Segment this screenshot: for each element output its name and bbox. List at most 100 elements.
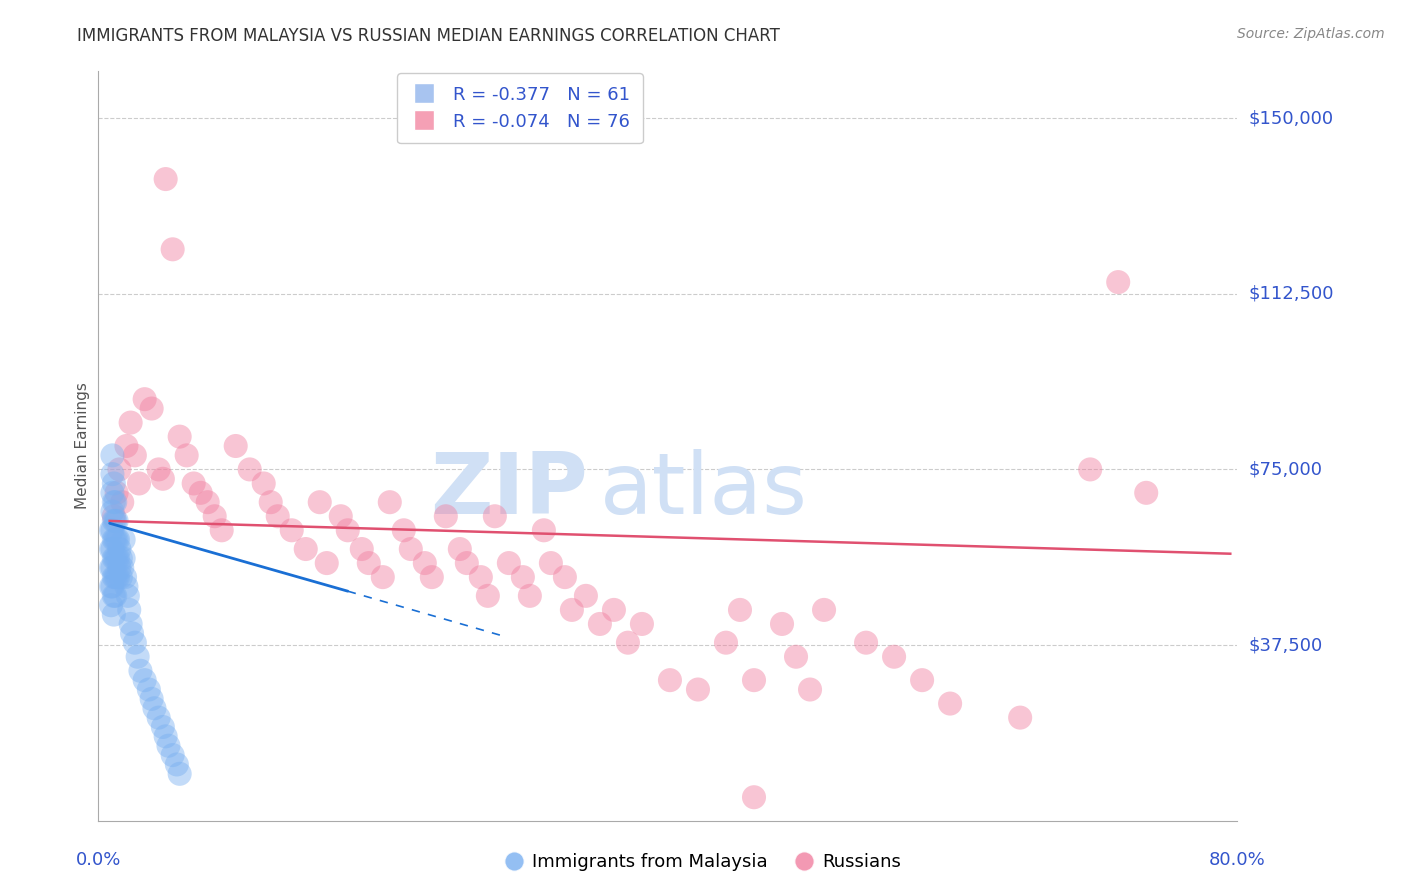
- Point: [603, 603, 626, 617]
- Point: [115, 439, 138, 453]
- Point: [512, 570, 534, 584]
- Point: [104, 570, 127, 584]
- Point: [120, 416, 142, 430]
- Point: [107, 533, 129, 547]
- Point: [104, 589, 127, 603]
- Point: [1010, 710, 1032, 724]
- Point: [434, 509, 457, 524]
- Point: [101, 542, 124, 557]
- Point: [128, 476, 150, 491]
- Point: [575, 589, 598, 603]
- Point: [357, 556, 380, 570]
- Point: [111, 495, 134, 509]
- Point: [280, 523, 302, 537]
- Point: [141, 692, 163, 706]
- Point: [1078, 462, 1101, 476]
- Point: [100, 542, 122, 557]
- Point: [101, 485, 124, 500]
- Point: [118, 603, 141, 617]
- Point: [211, 523, 233, 537]
- Point: [799, 682, 821, 697]
- Point: [155, 172, 177, 186]
- Point: [107, 551, 129, 566]
- Point: [148, 462, 170, 476]
- Point: [686, 682, 709, 697]
- Point: [155, 730, 177, 744]
- Point: [742, 673, 765, 688]
- Point: [658, 673, 681, 688]
- Point: [183, 476, 205, 491]
- Point: [260, 495, 283, 509]
- Point: [449, 542, 471, 557]
- Point: [115, 580, 138, 594]
- Point: [939, 697, 962, 711]
- Point: [138, 682, 160, 697]
- Point: [378, 495, 401, 509]
- Point: [112, 551, 135, 566]
- Point: [108, 561, 131, 575]
- Point: [350, 542, 373, 557]
- Text: IMMIGRANTS FROM MALAYSIA VS RUSSIAN MEDIAN EARNINGS CORRELATION CHART: IMMIGRANTS FROM MALAYSIA VS RUSSIAN MEDI…: [77, 27, 780, 45]
- Point: [166, 757, 188, 772]
- Point: [813, 603, 835, 617]
- Point: [197, 495, 219, 509]
- Point: [101, 449, 124, 463]
- Point: [308, 495, 330, 509]
- Point: [105, 551, 128, 566]
- Point: [561, 603, 583, 617]
- Point: [101, 523, 124, 537]
- Point: [103, 509, 125, 524]
- Point: [120, 617, 142, 632]
- Point: [631, 617, 654, 632]
- Point: [470, 570, 492, 584]
- Point: [371, 570, 394, 584]
- Point: [728, 603, 751, 617]
- Point: [533, 523, 555, 537]
- Text: 80.0%: 80.0%: [1209, 851, 1265, 869]
- Point: [111, 561, 134, 575]
- Point: [336, 523, 359, 537]
- Point: [104, 533, 127, 547]
- Legend: Immigrants from Malaysia, Russians: Immigrants from Malaysia, Russians: [498, 847, 908, 879]
- Point: [162, 747, 184, 762]
- Point: [329, 509, 352, 524]
- Point: [103, 514, 125, 528]
- Point: [101, 580, 124, 594]
- Point: [112, 533, 135, 547]
- Point: [855, 635, 877, 649]
- Point: [294, 542, 316, 557]
- Point: [714, 635, 737, 649]
- Point: [101, 561, 124, 575]
- Point: [103, 589, 125, 603]
- Point: [589, 617, 612, 632]
- Point: [103, 551, 125, 566]
- Point: [176, 449, 198, 463]
- Point: [554, 570, 576, 584]
- Point: [519, 589, 541, 603]
- Point: [498, 556, 520, 570]
- Point: [124, 449, 146, 463]
- Point: [420, 570, 443, 584]
- Point: [127, 649, 149, 664]
- Point: [225, 439, 247, 453]
- Text: $150,000: $150,000: [1249, 109, 1333, 128]
- Point: [143, 701, 166, 715]
- Text: $112,500: $112,500: [1249, 285, 1334, 302]
- Point: [770, 617, 793, 632]
- Point: [148, 710, 170, 724]
- Point: [114, 570, 136, 584]
- Point: [484, 509, 506, 524]
- Point: [103, 570, 125, 584]
- Point: [456, 556, 478, 570]
- Text: $75,000: $75,000: [1249, 460, 1323, 478]
- Point: [100, 580, 122, 594]
- Point: [477, 589, 499, 603]
- Point: [253, 476, 276, 491]
- Point: [911, 673, 934, 688]
- Point: [107, 570, 129, 584]
- Point: [108, 542, 131, 557]
- Point: [883, 649, 905, 664]
- Text: ZIP: ZIP: [430, 450, 588, 533]
- Point: [101, 505, 124, 519]
- Point: [105, 485, 128, 500]
